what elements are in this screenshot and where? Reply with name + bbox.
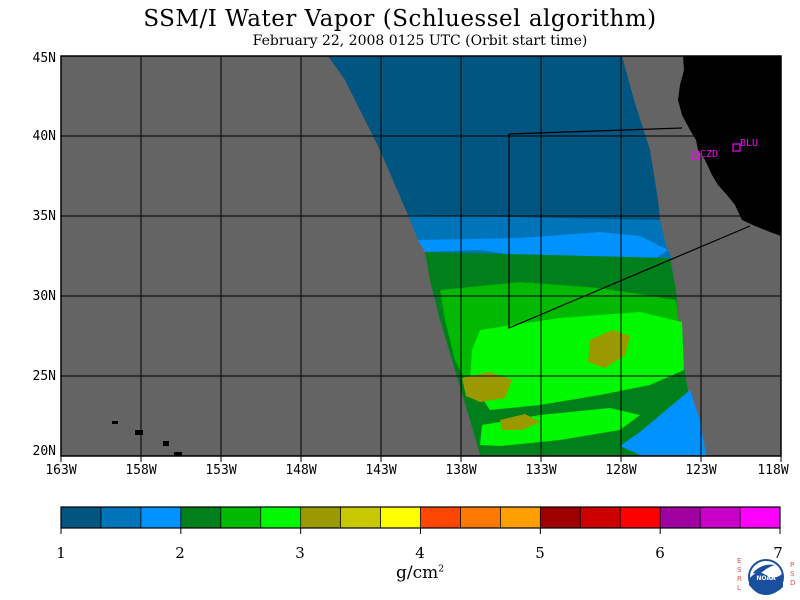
hawaii-island-2 xyxy=(135,430,143,435)
swath-bright-green xyxy=(470,312,684,410)
colorbar-swatch xyxy=(500,507,541,528)
lon-label-128w: 128W xyxy=(605,463,637,478)
lon-label-163w: 163W xyxy=(45,463,77,478)
lon-label-138w: 138W xyxy=(445,463,477,478)
svg-text:S: S xyxy=(790,570,795,578)
swath-bright-blue xyxy=(418,232,668,262)
units-text: g/cm xyxy=(396,563,439,583)
colorbar-swatch xyxy=(340,507,382,528)
colorbar-swatch xyxy=(540,507,581,528)
lat-label-25n: 25N xyxy=(32,369,56,384)
colorbar-label-6: 6 xyxy=(655,544,665,562)
colorbar-label-5: 5 xyxy=(535,544,545,562)
colorbar-units: g/cm2 xyxy=(380,563,460,583)
colorbar xyxy=(60,506,781,534)
lon-label-158w: 158W xyxy=(125,463,157,478)
colorbar-swatch xyxy=(300,507,342,528)
colorbar-swatch xyxy=(180,507,222,528)
svg-text:R: R xyxy=(737,575,742,583)
colorbar-label-3: 3 xyxy=(295,544,305,562)
station-czd: CZD xyxy=(691,149,718,160)
lat-label-20n: 20N xyxy=(32,444,56,459)
lon-label-118w: 118W xyxy=(757,463,789,478)
region-outline xyxy=(508,127,751,329)
axis-ticks xyxy=(60,456,782,462)
swath-olive-patch-2 xyxy=(588,330,630,368)
region-outline-line xyxy=(508,127,751,329)
lon-label-123w: 123W xyxy=(685,463,717,478)
lon-label-143w: 143W xyxy=(365,463,397,478)
units-superscript: 2 xyxy=(438,564,444,575)
swath-olive-patch-1 xyxy=(462,372,512,402)
hawaii-island-1 xyxy=(112,421,118,424)
swath-dark-blue xyxy=(328,56,660,230)
lon-label-148w: 148W xyxy=(285,463,317,478)
colorbar-swatch xyxy=(700,507,741,528)
hawaii-island-3 xyxy=(163,441,169,446)
colorbar-label-7: 7 xyxy=(773,544,783,562)
lat-label-40n: 40N xyxy=(32,129,56,144)
swath-olive-patch-3 xyxy=(500,414,540,430)
station-blu-label: BLU xyxy=(740,138,758,149)
swath-south-blue xyxy=(620,390,706,455)
hawaii-island-4 xyxy=(174,452,182,456)
map-subtitle: February 22, 2008 0125 UTC (Orbit start … xyxy=(252,33,588,49)
colorbar-swatch xyxy=(660,507,701,528)
colorbar-swatch xyxy=(380,507,421,528)
station-blu-marker xyxy=(732,143,741,152)
map-title: SSM/I Water Vapor (Schluessel algorithm) xyxy=(143,6,657,32)
colorbar-swatch xyxy=(420,507,461,528)
svg-text:P: P xyxy=(790,561,794,569)
colorbar-swatch xyxy=(140,507,182,528)
colorbar-swatch xyxy=(740,507,781,528)
colorbar-swatch xyxy=(100,507,142,528)
svg-text:E: E xyxy=(737,557,741,565)
colorbar-label-1: 1 xyxy=(56,544,66,562)
map-frame xyxy=(60,55,782,457)
colorbar-swatch xyxy=(220,507,262,528)
lon-label-133w: 133W xyxy=(525,463,557,478)
colorbar-label-4: 4 xyxy=(415,544,425,562)
station-czd-marker xyxy=(691,151,700,160)
latitude-gridlines xyxy=(61,135,781,377)
colorbar-swatch xyxy=(620,507,661,528)
lat-label-30n: 30N xyxy=(32,289,56,304)
colorbar-swatch xyxy=(260,507,302,528)
longitude-gridlines xyxy=(140,56,702,456)
lat-label-35n: 35N xyxy=(32,209,56,224)
svg-text:S: S xyxy=(737,566,742,574)
lat-label-45n: 45N xyxy=(32,51,56,66)
colorbar-swatch xyxy=(460,507,501,528)
colorbar-swatch xyxy=(61,507,102,528)
svg-text:D: D xyxy=(790,579,795,587)
swath-bright-green-south xyxy=(480,408,640,446)
station-blu: BLU xyxy=(732,138,758,152)
svg-text:L: L xyxy=(737,584,741,592)
colorbar-label-2: 2 xyxy=(175,544,185,562)
lon-label-153w: 153W xyxy=(205,463,237,478)
noaa-text: NOAA xyxy=(756,575,776,582)
psd-letters-icon: PSD xyxy=(790,561,795,587)
station-czd-label: CZD xyxy=(700,149,718,160)
colorbar-swatch xyxy=(580,507,621,528)
north-america-land xyxy=(678,56,781,236)
